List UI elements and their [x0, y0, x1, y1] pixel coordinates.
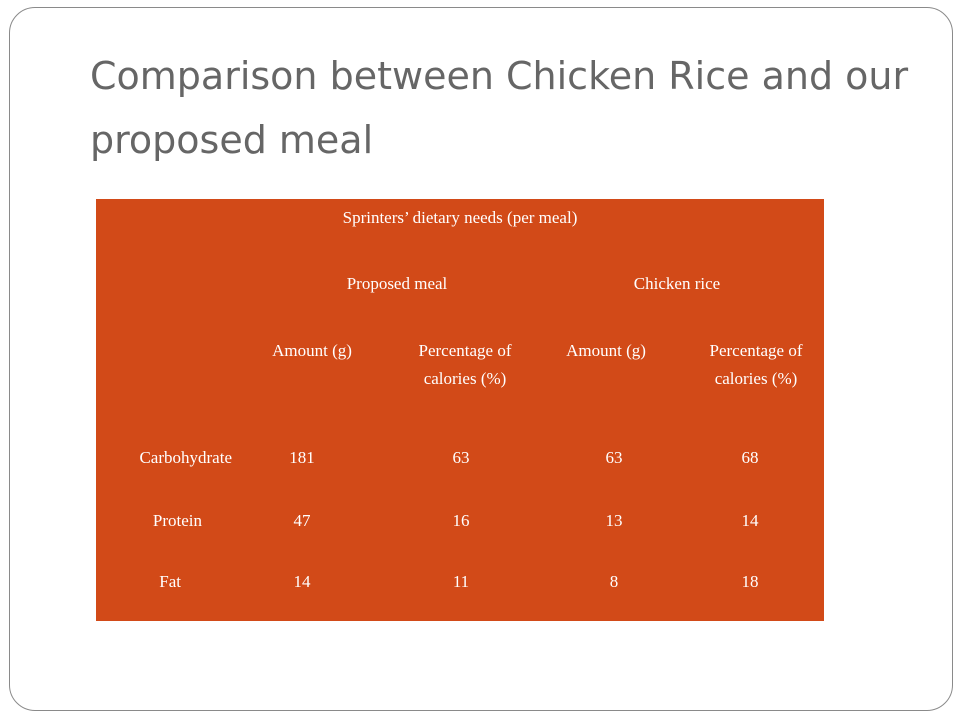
column-header-percentage-proposed: Percentage of calories (%): [418, 341, 512, 388]
table-cell: 11: [452, 572, 470, 591]
row-label-fat: Fat: [159, 572, 181, 591]
table-cell: 68: [741, 448, 759, 467]
table-cell: 13: [605, 511, 623, 530]
table-cell: 63: [452, 448, 470, 467]
table-cell: 14: [741, 511, 759, 530]
table-cell: 181: [289, 448, 315, 467]
column-header-percentage-chicken-rice: Percentage of calories (%): [709, 341, 803, 388]
table-cell: 14: [293, 572, 311, 591]
table-cell: 18: [741, 572, 759, 591]
column-header-amount-proposed: Amount (g): [272, 341, 352, 360]
table-cell: 8: [609, 572, 619, 591]
group-header-chicken-rice: Chicken rice: [633, 274, 721, 293]
row-label-protein: Protein: [152, 511, 202, 530]
column-header-amount-chicken-rice: Amount (g): [566, 341, 646, 360]
row-label-carbohydrate: Carbohydrate: [139, 448, 232, 467]
group-header-proposed-meal: Proposed meal: [346, 274, 448, 293]
slide-title: Comparison between Chicken Rice and our …: [90, 54, 909, 162]
table-cell: 16: [452, 511, 470, 530]
nutrition-table: Sprinters’ dietary needs (per meal) Prop…: [96, 199, 824, 621]
table-caption: Sprinters’ dietary needs (per meal): [342, 208, 578, 227]
table-cell: 47: [293, 511, 311, 530]
table-cell: 63: [605, 448, 623, 467]
